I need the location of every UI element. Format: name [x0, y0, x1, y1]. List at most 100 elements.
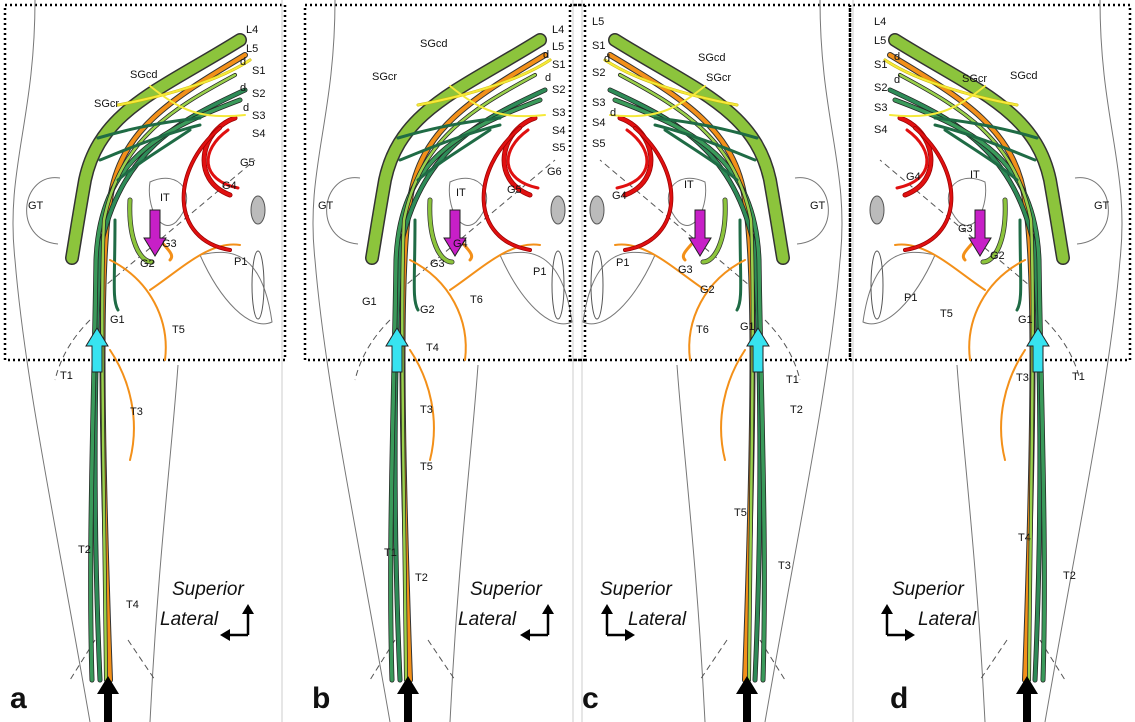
- structure-label: S5: [552, 142, 565, 154]
- structure-label: GT: [318, 200, 334, 212]
- structure-label: SGcr: [94, 98, 119, 110]
- structure-label: G1: [740, 321, 755, 333]
- structure-label: G4: [906, 171, 921, 183]
- structure-label: T3: [1016, 372, 1029, 384]
- panel-letter: d: [890, 682, 908, 715]
- panel-d-drawing: [850, 0, 1130, 722]
- structure-label: S1: [874, 59, 887, 71]
- structure-label: G4: [453, 238, 468, 250]
- structure-label: T5: [420, 461, 433, 473]
- structure-label: G5: [240, 157, 255, 169]
- structure-label: T5: [172, 324, 185, 336]
- structure-label: T5: [940, 308, 953, 320]
- structure-label: S4: [592, 117, 605, 129]
- structure-label: T4: [426, 342, 439, 354]
- structure-label: G6: [547, 166, 562, 178]
- structure-label: T2: [1063, 570, 1076, 582]
- structure-label: G3: [162, 238, 177, 250]
- structure-label: S1: [592, 40, 605, 52]
- structure-label: T2: [790, 404, 803, 416]
- structure-label: S2: [552, 84, 565, 96]
- structure-label: S1: [552, 59, 565, 71]
- figure: L4L5S1S2S3S4dddSGcdSGcrGTITG5G4G3G2P1G1T…: [0, 0, 1135, 722]
- structure-label: L5: [246, 43, 258, 55]
- panel-b-drawing: [305, 0, 585, 722]
- panel-letter: a: [10, 682, 27, 715]
- direction-label: Lateral: [918, 609, 977, 630]
- structure-label: SGcd: [1010, 70, 1038, 82]
- structure-label: L4: [552, 24, 564, 36]
- structure-label: d: [604, 53, 610, 65]
- structure-label: SGcr: [962, 73, 987, 85]
- structure-label: S3: [552, 107, 565, 119]
- structure-label: T4: [126, 599, 139, 611]
- page: {"panels":[ {"letter":"a","directions":[…: [0, 0, 1135, 722]
- structure-label: P1: [234, 256, 247, 268]
- structure-label: S3: [252, 110, 265, 122]
- structure-label: IT: [456, 187, 466, 199]
- structure-label: G1: [362, 296, 377, 308]
- structure-label: G5: [507, 184, 522, 196]
- structure-label: SGcd: [698, 52, 726, 64]
- structure-label: IT: [684, 179, 694, 191]
- structure-label: P1: [904, 292, 917, 304]
- structure-label: GT: [28, 200, 44, 212]
- structure-label: SGcr: [706, 72, 731, 84]
- direction-label: Superior: [470, 579, 542, 600]
- structure-label: L4: [874, 16, 886, 28]
- structure-label: L5: [592, 16, 604, 28]
- structure-label: G1: [110, 314, 125, 326]
- direction-label: Lateral: [628, 609, 687, 630]
- structure-label: T6: [696, 324, 709, 336]
- direction-label: Lateral: [458, 609, 517, 630]
- structure-label: T6: [470, 294, 483, 306]
- structure-label: L5: [552, 41, 564, 53]
- structure-label: SGcr: [372, 71, 397, 83]
- structure-label: S2: [874, 82, 887, 94]
- structure-label: d: [243, 102, 249, 114]
- structure-label: GT: [1094, 200, 1110, 212]
- structure-label: L4: [246, 24, 258, 36]
- structure-label: G2: [990, 250, 1005, 262]
- structure-label: d: [610, 107, 616, 119]
- structure-label: S3: [874, 102, 887, 114]
- panel-letter: b: [312, 682, 330, 715]
- structure-label: d: [240, 56, 246, 68]
- structure-label: S2: [592, 67, 605, 79]
- structure-label: d: [894, 51, 900, 63]
- structure-label: IT: [970, 169, 980, 181]
- structure-label: S4: [552, 125, 565, 137]
- structure-label: GT: [810, 200, 826, 212]
- structure-label: d: [894, 74, 900, 86]
- structure-label: IT: [160, 192, 170, 204]
- structure-label: T3: [420, 404, 433, 416]
- structure-label: S5: [592, 138, 605, 150]
- structure-label: G2: [140, 258, 155, 270]
- direction-label: Lateral: [160, 609, 219, 630]
- structure-label: S1: [252, 65, 265, 77]
- structure-label: T4: [1018, 532, 1031, 544]
- structure-label: G3: [958, 223, 973, 235]
- structure-label: T2: [78, 544, 91, 556]
- direction-label: Superior: [172, 579, 244, 600]
- structure-label: d: [543, 49, 549, 61]
- structure-label: G4: [612, 190, 627, 202]
- structure-label: S4: [252, 128, 265, 140]
- structure-label: T1: [60, 370, 73, 382]
- structure-label: d: [240, 82, 246, 94]
- structure-label: T3: [778, 560, 791, 572]
- structure-label: T1: [1072, 371, 1085, 383]
- structure-label: SGcd: [130, 69, 158, 81]
- structure-label: G2: [700, 284, 715, 296]
- structure-label: S3: [592, 97, 605, 109]
- structure-label: T2: [415, 572, 428, 584]
- structure-label: L5: [874, 35, 886, 47]
- structure-label: T1: [786, 374, 799, 386]
- structure-label: S4: [874, 124, 887, 136]
- structure-label: G4: [222, 180, 237, 192]
- structure-label: T1: [384, 547, 397, 559]
- direction-label: Superior: [600, 579, 672, 600]
- structure-label: SGcd: [420, 38, 448, 50]
- structure-label: T5: [734, 507, 747, 519]
- structure-label: d: [545, 72, 551, 84]
